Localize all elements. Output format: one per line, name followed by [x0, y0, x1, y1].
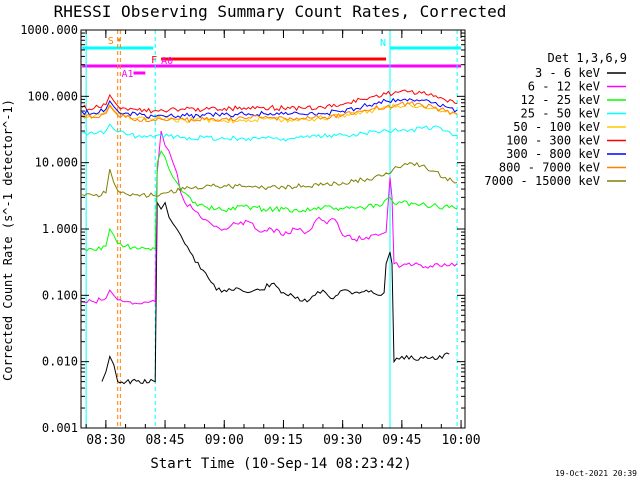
y-axis: 1000.000 100.000 10.000 1.000 0.100 0.010 0.00… — [20, 23, 465, 435]
x-tick-label: 08:30 — [86, 433, 125, 448]
legend-label: 6 - 12 keV — [528, 80, 600, 94]
flag-label: A0 — [161, 56, 173, 67]
y-axis-label: Corrected Count Rate (s^-1 detector^-1) — [1, 99, 15, 381]
legend-label: 25 - 50 keV — [521, 107, 600, 121]
series-line — [82, 149, 458, 252]
y-tick-label: 0.100 — [42, 288, 78, 302]
series-line — [81, 100, 458, 124]
x-tick-label: 09:15 — [264, 433, 303, 448]
legend-label: 300 - 800 keV — [506, 147, 600, 161]
x-axis-label: Start Time (10-Sep-14 08:23:42) — [150, 456, 411, 472]
legend-label: 12 - 25 keV — [521, 93, 600, 107]
series-line — [81, 89, 458, 114]
legend-title: Det 1,3,6,9 — [548, 51, 627, 65]
series-line — [82, 123, 458, 142]
x-axis: 08:30 08:45 09:00 09:15 09:30 09:45 10:00 — [85, 30, 481, 448]
y-tick-label: 0.010 — [42, 355, 78, 369]
y-tick-label: 1000.000 — [20, 23, 78, 37]
y-tick-label: 100.000 — [27, 89, 78, 103]
y-tick-label: 10.000 — [35, 156, 78, 170]
y-tick-label: 1.000 — [42, 222, 78, 236]
x-tick-label: 10:00 — [441, 433, 480, 448]
flag-bars: S N F A0 A1 — [82, 36, 462, 80]
legend-label: 3 - 6 keV — [535, 66, 600, 80]
flag-label: S — [108, 36, 114, 47]
y-tick-label: 0.001 — [42, 421, 78, 435]
legend-label: 100 - 300 keV — [506, 134, 600, 148]
x-tick-label: 09:30 — [323, 433, 362, 448]
x-tick-label: 08:45 — [145, 433, 184, 448]
flag-label: F — [151, 55, 157, 66]
series-line — [82, 161, 458, 198]
series-line — [81, 97, 458, 119]
timestamp: 19-Oct-2021 20:39 — [555, 469, 637, 478]
series-line — [82, 130, 458, 305]
x-tick-label: 09:00 — [205, 433, 244, 448]
flag-label: A1 — [121, 69, 133, 80]
x-tick-label: 09:45 — [382, 433, 421, 448]
flag-label: N — [380, 38, 386, 49]
legend-label: 800 - 7000 keV — [499, 161, 600, 175]
series-lines — [81, 89, 458, 385]
series-line — [81, 102, 458, 124]
legend-label: 50 - 100 keV — [513, 120, 600, 134]
legend-label: 7000 - 15000 keV — [484, 174, 600, 188]
chart-title: RHESSI Observing Summary Count Rates, Co… — [54, 2, 507, 21]
